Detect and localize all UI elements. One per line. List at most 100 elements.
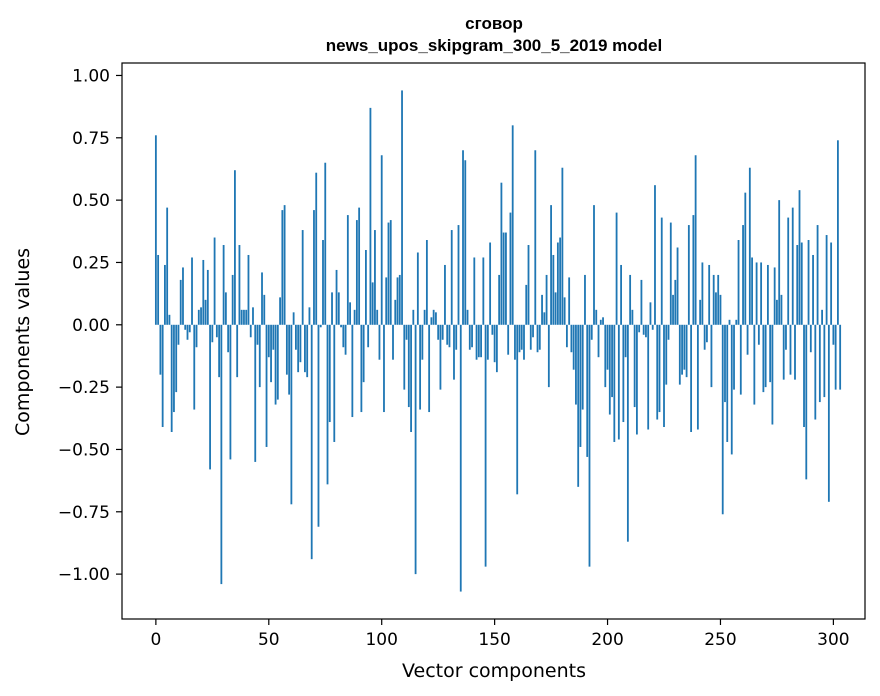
bar-209 [626,324,629,542]
y-axis-ticks: 1.00 0.75 0.50 0.25 0.00 −0.25 −0.50 −0.75 −1.00 [58,66,122,585]
bar-103 [387,222,390,325]
bar-293 [816,225,819,325]
bar-102 [385,277,388,325]
bars-group [154,90,842,592]
bar-151 [495,324,498,373]
bar-0 [154,135,157,325]
bar-196 [597,324,600,358]
bar-91 [360,324,363,413]
bar-294 [818,324,821,403]
bar-237 [690,324,693,432]
bar-221 [654,185,656,325]
bar-202 [611,324,613,398]
y-tick-label: 1.00 [72,66,110,86]
bar-14 [186,324,189,340]
bar-200 [606,324,609,370]
bar-15 [188,324,191,333]
bar-229 [672,294,674,325]
bar-126 [439,324,442,390]
bar-20 [200,307,202,325]
bar-249 [717,274,720,325]
bar-53 [274,324,277,405]
bar-43 [252,307,254,325]
bar-218 [647,324,650,430]
bar-288 [805,324,808,480]
bar-166 [529,324,532,350]
y-tick-label: −1.00 [58,565,110,585]
bar-67 [306,324,309,378]
bar-198 [602,317,604,325]
bar-86 [349,302,351,325]
bar-58 [285,324,288,375]
bar-297 [825,235,828,325]
bar-215 [640,279,643,325]
bar-39 [243,309,245,325]
bar-124 [435,312,437,325]
bar-167 [532,324,534,338]
bar-158 [511,125,514,325]
bar-291 [812,254,814,325]
bar-176 [552,254,555,325]
bar-5 [166,207,169,325]
bar-302 [837,140,839,325]
bar-52 [272,324,275,350]
bar-92 [362,324,365,383]
bar-152 [498,274,501,325]
bar-49 [265,324,268,447]
bar-66 [304,324,306,373]
bar-25 [211,324,214,343]
bar-75 [324,162,327,325]
bar-65 [301,230,304,325]
bar-300 [832,324,835,345]
bar-132 [453,324,455,380]
bar-203 [613,324,616,442]
bar-12 [182,267,184,325]
bar-108 [398,274,401,325]
bar-177 [554,292,557,325]
bar-42 [249,324,252,338]
bar-137 [464,160,467,325]
bar-125 [437,324,440,340]
bar-128 [444,264,446,325]
y-tick-label: 0.00 [72,316,110,336]
bar-201 [608,324,611,415]
y-axis-label: Components values [12,248,34,436]
y-tick-label: 0.50 [72,191,110,211]
bar-160 [516,324,519,495]
bar-287 [803,324,805,428]
bar-95 [369,107,372,325]
bar-271 [766,264,769,325]
bar-191 [586,324,589,457]
bar-106 [394,299,397,325]
bar-292 [814,324,817,420]
bar-270 [764,324,767,388]
bar-55 [279,297,281,325]
x-tick-label: 0 [150,630,161,650]
bar-139 [468,324,471,350]
bar-290 [809,324,812,353]
bar-172 [543,312,546,325]
bar-246 [710,324,713,388]
bar-122 [430,317,433,325]
bar-22 [204,299,207,325]
bar-161 [518,324,521,353]
bar-208 [624,324,627,358]
x-tick-label: 250 [704,630,736,650]
bar-262 [746,324,749,355]
chart-title: сговор [465,14,523,33]
bar-85 [346,215,349,325]
bar-2 [159,324,162,375]
bar-9 [175,324,178,393]
bar-60 [290,324,293,505]
bar-263 [748,167,751,325]
bar-278 [782,324,785,380]
bar-113 [410,324,412,432]
bar-99 [378,324,381,360]
bar-178 [556,242,559,325]
bar-303 [839,324,842,390]
bar-231 [676,247,679,325]
bar-183 [568,277,571,325]
y-tick-label: 0.25 [72,253,110,273]
bar-223 [658,324,661,413]
bar-247 [712,274,715,325]
